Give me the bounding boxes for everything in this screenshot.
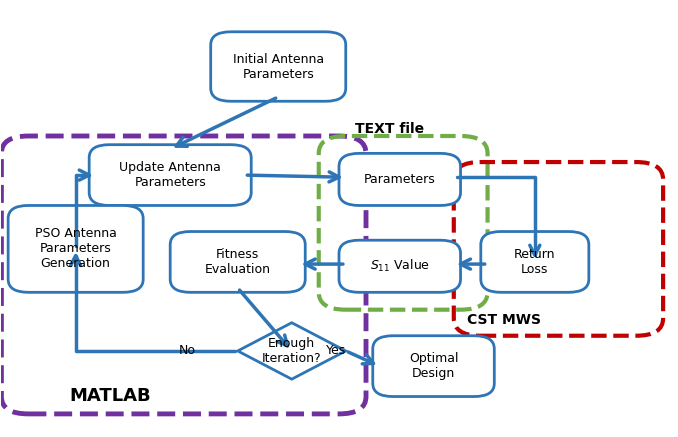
- Text: Optimal
Design: Optimal Design: [409, 352, 458, 380]
- Text: Enough
Iteration?: Enough Iteration?: [262, 337, 321, 365]
- FancyBboxPatch shape: [89, 145, 252, 205]
- FancyBboxPatch shape: [481, 232, 589, 292]
- Text: MATLAB: MATLAB: [69, 387, 151, 405]
- Text: PSO Antenna
Parameters
Generation: PSO Antenna Parameters Generation: [35, 227, 117, 271]
- FancyBboxPatch shape: [373, 336, 494, 396]
- Text: $S_{11}$ Value: $S_{11}$ Value: [370, 258, 430, 274]
- FancyBboxPatch shape: [339, 240, 460, 292]
- FancyBboxPatch shape: [8, 205, 143, 292]
- Text: No: No: [178, 344, 195, 357]
- Polygon shape: [238, 323, 346, 379]
- Text: Yes: Yes: [325, 344, 346, 357]
- Text: TEXT file: TEXT file: [355, 122, 424, 136]
- FancyBboxPatch shape: [339, 153, 460, 205]
- Text: Return
Loss: Return Loss: [514, 248, 555, 276]
- Text: Initial Antenna
Parameters: Initial Antenna Parameters: [233, 52, 324, 80]
- Text: Update Antenna
Parameters: Update Antenna Parameters: [119, 161, 221, 189]
- Text: CST MWS: CST MWS: [467, 313, 542, 327]
- Text: Fitness
Evaluation: Fitness Evaluation: [205, 248, 271, 276]
- Text: Parameters: Parameters: [364, 173, 436, 186]
- FancyBboxPatch shape: [170, 232, 305, 292]
- FancyBboxPatch shape: [211, 32, 346, 101]
